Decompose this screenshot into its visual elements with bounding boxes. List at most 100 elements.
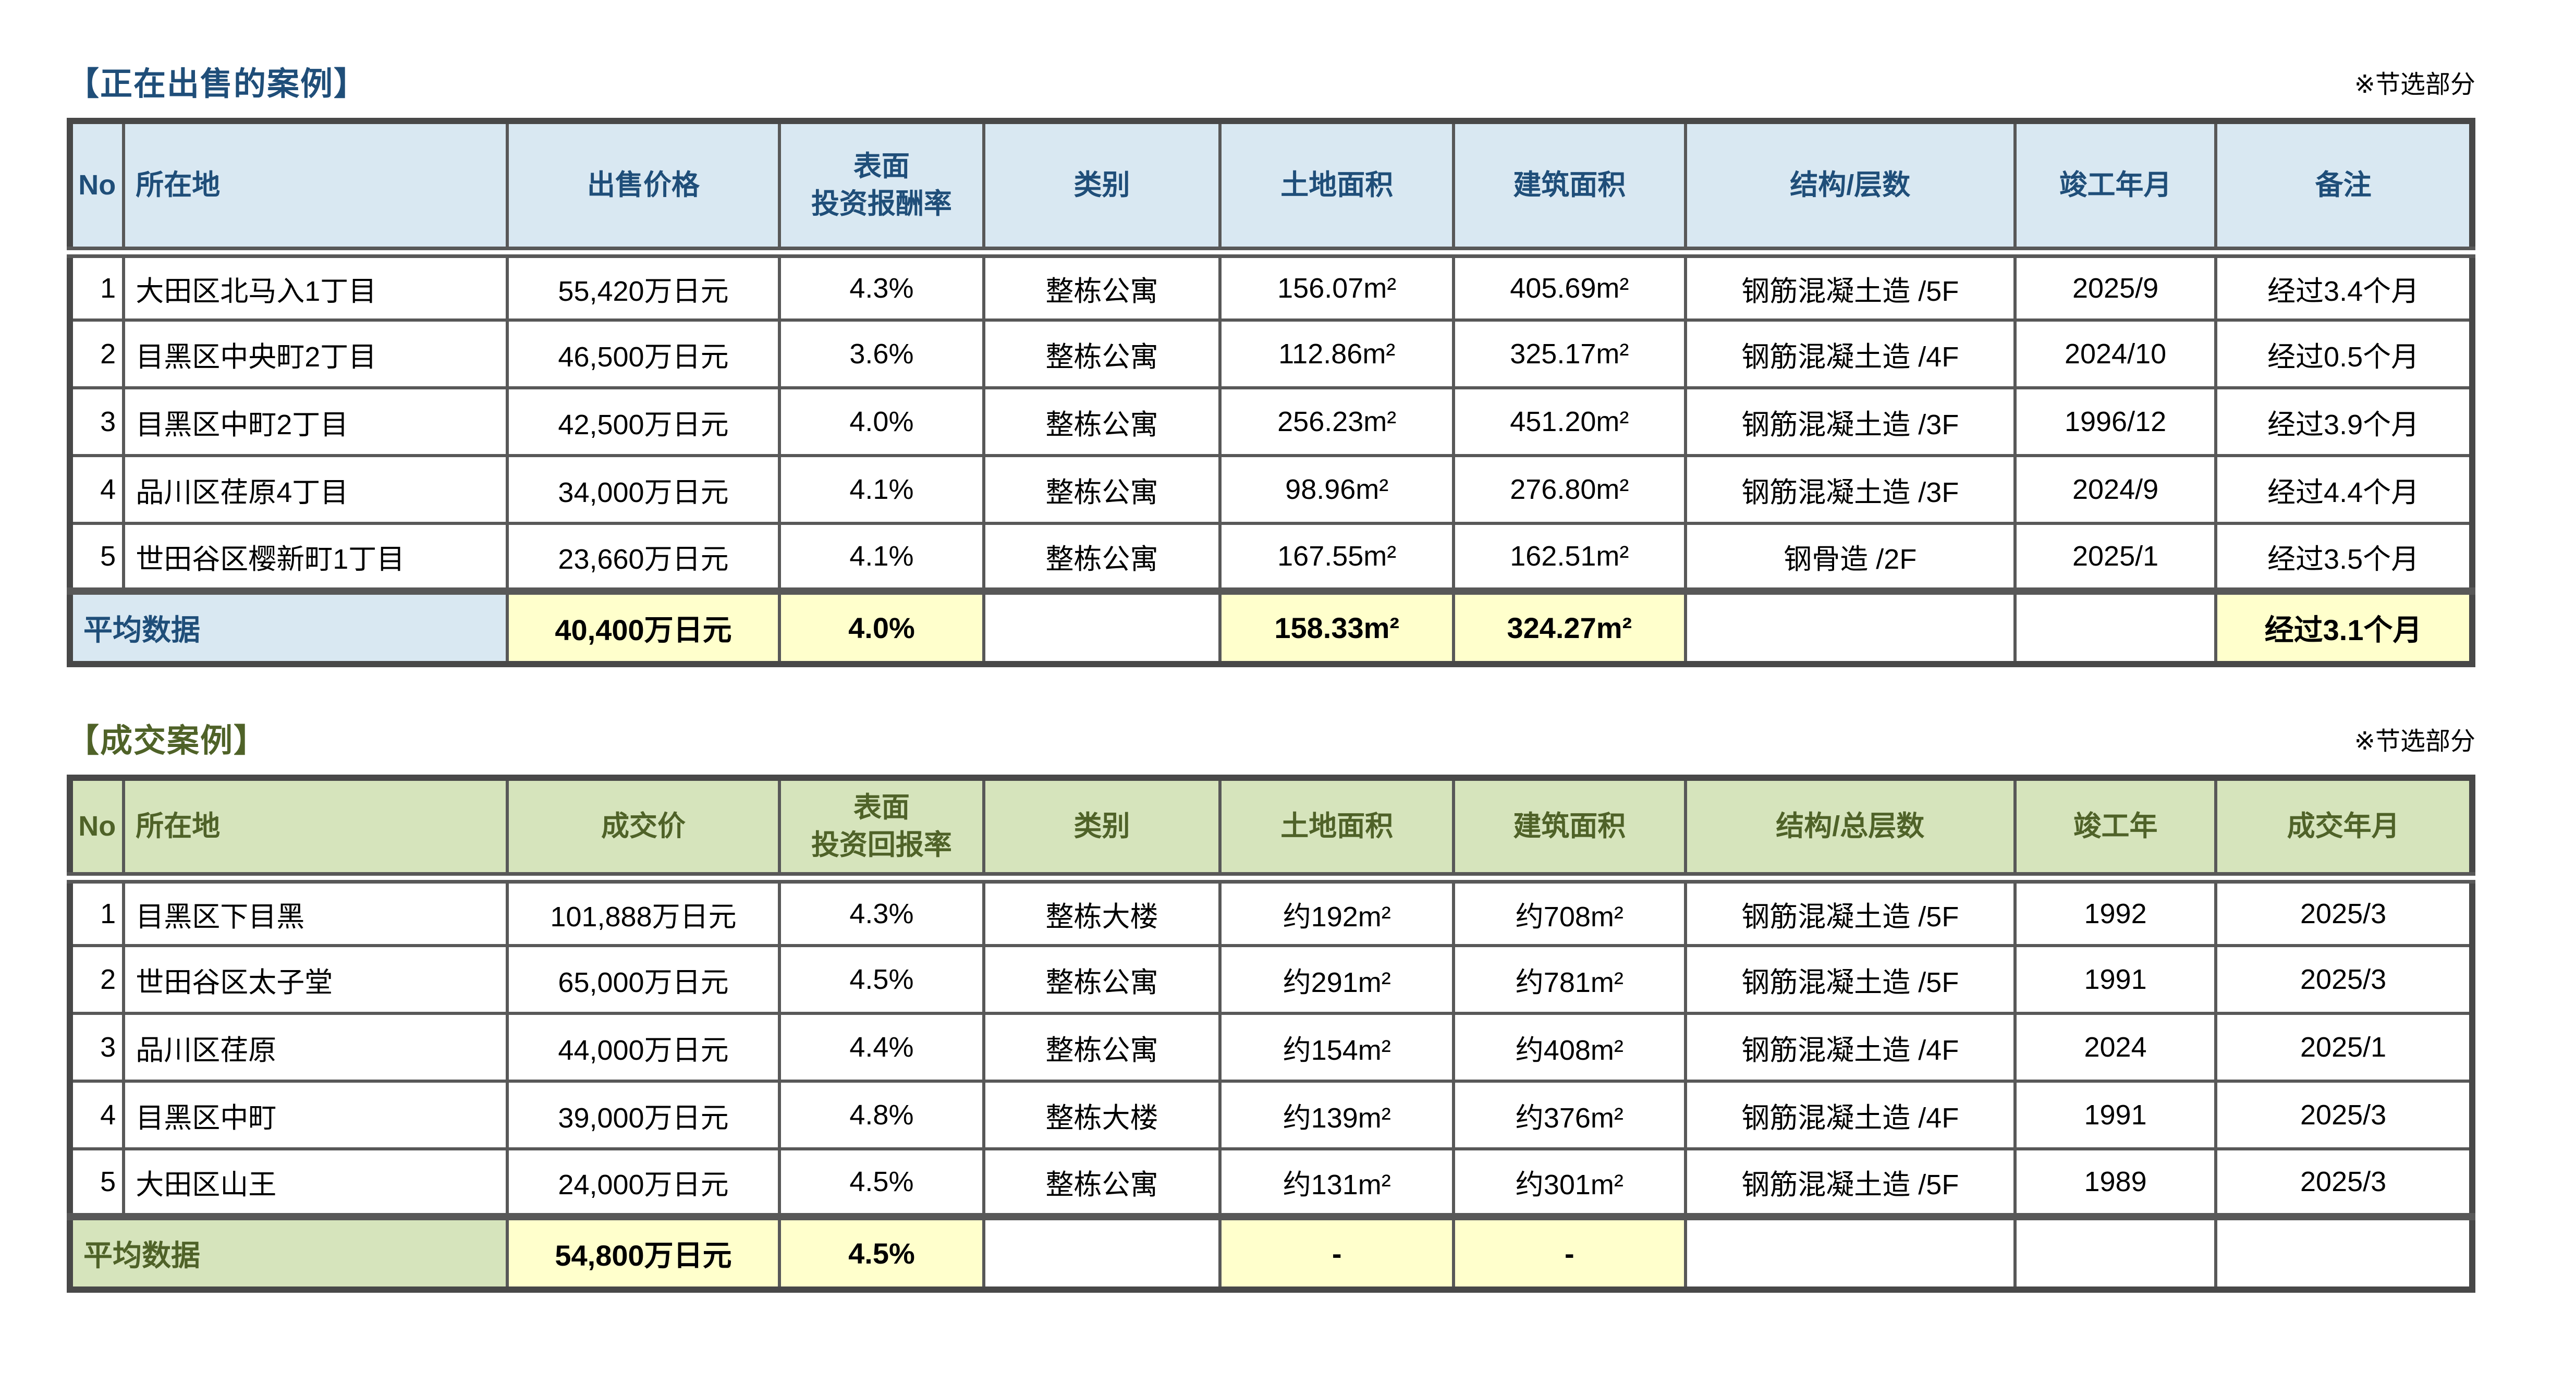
cell-price[interactable]: 39,000万日元 — [505, 1080, 782, 1150]
cell-location[interactable]: 目黑区中町 — [122, 1080, 509, 1150]
cell-structure[interactable]: 钢筋混凝土造 /4F — [1683, 1080, 2017, 1150]
cell-built[interactable]: 1992 — [2013, 876, 2218, 947]
cell-no[interactable]: 4 — [68, 1080, 126, 1150]
cell-no[interactable]: 5 — [68, 522, 126, 593]
cell-built[interactable]: 2025/9 — [2013, 251, 2218, 322]
cell-yield[interactable]: 3.6% — [778, 318, 985, 389]
cell-building_area[interactable]: 162.51m² — [1451, 522, 1687, 593]
cell-category[interactable]: 整栋大楼 — [982, 876, 1222, 947]
cell-deal_date[interactable]: 2025/3 — [2214, 876, 2474, 947]
cell-no[interactable]: 3 — [68, 386, 126, 457]
cell-building_area[interactable]: 276.80m² — [1451, 454, 1687, 525]
cell-building_area[interactable]: 约781m² — [1451, 944, 1687, 1015]
cell-price[interactable]: 44,000万日元 — [505, 1012, 782, 1083]
cell-category[interactable]: 整栋大楼 — [982, 1080, 1222, 1150]
cell-built[interactable]: 1989 — [2013, 1147, 2218, 1218]
cell-land_area[interactable]: 约139m² — [1218, 1080, 1455, 1150]
header-cell-category[interactable]: 类别 — [982, 776, 1222, 884]
cell-structure[interactable]: 钢骨造 /2F — [1683, 522, 2017, 593]
cell-category[interactable]: 整栋公寓 — [982, 944, 1222, 1015]
header-cell-remark[interactable]: 备注 — [2214, 119, 2474, 258]
header-cell-building_area[interactable]: 建筑面积 — [1451, 119, 1687, 258]
header-cell-built[interactable]: 竣工年 — [2013, 776, 2218, 884]
cell-remark[interactable]: 经过3.4个月 — [2214, 251, 2474, 322]
cell-yield[interactable]: 4.3% — [778, 251, 985, 322]
cell-category[interactable]: 整栋公寓 — [982, 318, 1222, 389]
cell-land_area[interactable]: 156.07m² — [1218, 251, 1455, 322]
average-cell-price[interactable]: 54,800万日元 — [505, 1213, 782, 1291]
cell-built[interactable]: 1991 — [2013, 944, 2218, 1015]
cell-land_area[interactable]: 约291m² — [1218, 944, 1455, 1015]
cell-structure[interactable]: 钢筋混凝土造 /5F — [1683, 944, 2017, 1015]
cell-location[interactable]: 品川区荏原4丁目 — [122, 454, 509, 525]
cell-yield[interactable]: 4.1% — [778, 454, 985, 525]
header-cell-land_area[interactable]: 土地面积 — [1218, 776, 1455, 884]
average-cell-building_area[interactable]: - — [1451, 1213, 1687, 1291]
header-cell-price[interactable]: 出售价格 — [505, 119, 782, 258]
average-cell-price[interactable]: 40,400万日元 — [505, 587, 782, 666]
header-cell-yield[interactable]: 表面 投资回报率 — [778, 776, 985, 884]
cell-remark[interactable]: 经过3.9个月 — [2214, 386, 2474, 457]
average-cell-yield[interactable]: 4.0% — [778, 587, 985, 666]
average-cell-built[interactable] — [2013, 1213, 2218, 1291]
header-cell-location[interactable]: 所在地 — [122, 776, 509, 884]
average-cell-built[interactable] — [2013, 587, 2218, 666]
cell-structure[interactable]: 钢筋混凝土造 /3F — [1683, 454, 2017, 525]
cell-deal_date[interactable]: 2025/3 — [2214, 1080, 2474, 1150]
average-cell-remark[interactable]: 经过3.1个月 — [2214, 587, 2474, 666]
cell-yield[interactable]: 4.1% — [778, 522, 985, 593]
cell-no[interactable]: 2 — [68, 318, 126, 389]
cell-remark[interactable]: 经过0.5个月 — [2214, 318, 2474, 389]
cell-remark[interactable]: 经过4.4个月 — [2214, 454, 2474, 525]
cell-price[interactable]: 65,000万日元 — [505, 944, 782, 1015]
cell-deal_date[interactable]: 2025/3 — [2214, 944, 2474, 1015]
cell-no[interactable]: 3 — [68, 1012, 126, 1083]
cell-category[interactable]: 整栋公寓 — [982, 1012, 1222, 1083]
cell-structure[interactable]: 钢筋混凝土造 /3F — [1683, 386, 2017, 457]
cell-built[interactable]: 1996/12 — [2013, 386, 2218, 457]
cell-built[interactable]: 2025/1 — [2013, 522, 2218, 593]
cell-yield[interactable]: 4.5% — [778, 1147, 985, 1218]
average-cell-structure[interactable] — [1683, 1213, 2017, 1291]
cell-structure[interactable]: 钢筋混凝土造 /5F — [1683, 1147, 2017, 1218]
cell-category[interactable]: 整栋公寓 — [982, 454, 1222, 525]
cell-building_area[interactable]: 约408m² — [1451, 1012, 1687, 1083]
header-cell-structure[interactable]: 结构/层数 — [1683, 119, 2017, 258]
average-cell-building_area[interactable]: 324.27m² — [1451, 587, 1687, 666]
header-cell-no[interactable]: No — [68, 776, 126, 884]
cell-price[interactable]: 24,000万日元 — [505, 1147, 782, 1218]
cell-land_area[interactable]: 约192m² — [1218, 876, 1455, 947]
cell-category[interactable]: 整栋公寓 — [982, 522, 1222, 593]
cell-category[interactable]: 整栋公寓 — [982, 386, 1222, 457]
cell-built[interactable]: 2024/9 — [2013, 454, 2218, 525]
cell-price[interactable]: 42,500万日元 — [505, 386, 782, 457]
cell-category[interactable]: 整栋公寓 — [982, 251, 1222, 322]
cell-location[interactable]: 世田谷区樱新町1丁目 — [122, 522, 509, 593]
header-cell-no[interactable]: No — [68, 119, 126, 258]
header-cell-category[interactable]: 类别 — [982, 119, 1222, 258]
cell-price[interactable]: 34,000万日元 — [505, 454, 782, 525]
header-cell-land_area[interactable]: 土地面积 — [1218, 119, 1455, 258]
average-cell-land_area[interactable]: - — [1218, 1213, 1455, 1291]
cell-location[interactable]: 世田谷区太子堂 — [122, 944, 509, 1015]
cell-structure[interactable]: 钢筋混凝土造 /4F — [1683, 1012, 2017, 1083]
header-cell-deal_date[interactable]: 成交年月 — [2214, 776, 2474, 884]
cell-location[interactable]: 目黑区中央町2丁目 — [122, 318, 509, 389]
average-cell-category[interactable] — [982, 1213, 1222, 1291]
cell-land_area[interactable]: 112.86m² — [1218, 318, 1455, 389]
header-cell-building_area[interactable]: 建筑面积 — [1451, 776, 1687, 884]
cell-no[interactable]: 1 — [68, 251, 126, 322]
cell-remark[interactable]: 经过3.5个月 — [2214, 522, 2474, 593]
cell-yield[interactable]: 4.8% — [778, 1080, 985, 1150]
cell-location[interactable]: 目黑区下目黑 — [122, 876, 509, 947]
cell-land_area[interactable]: 167.55m² — [1218, 522, 1455, 593]
cell-land_area[interactable]: 约154m² — [1218, 1012, 1455, 1083]
cell-deal_date[interactable]: 2025/1 — [2214, 1012, 2474, 1083]
cell-price[interactable]: 101,888万日元 — [505, 876, 782, 947]
average-cell-land_area[interactable]: 158.33m² — [1218, 587, 1455, 666]
cell-category[interactable]: 整栋公寓 — [982, 1147, 1222, 1218]
cell-yield[interactable]: 4.3% — [778, 876, 985, 947]
cell-building_area[interactable]: 约301m² — [1451, 1147, 1687, 1218]
cell-no[interactable]: 2 — [68, 944, 126, 1015]
cell-built[interactable]: 1991 — [2013, 1080, 2218, 1150]
